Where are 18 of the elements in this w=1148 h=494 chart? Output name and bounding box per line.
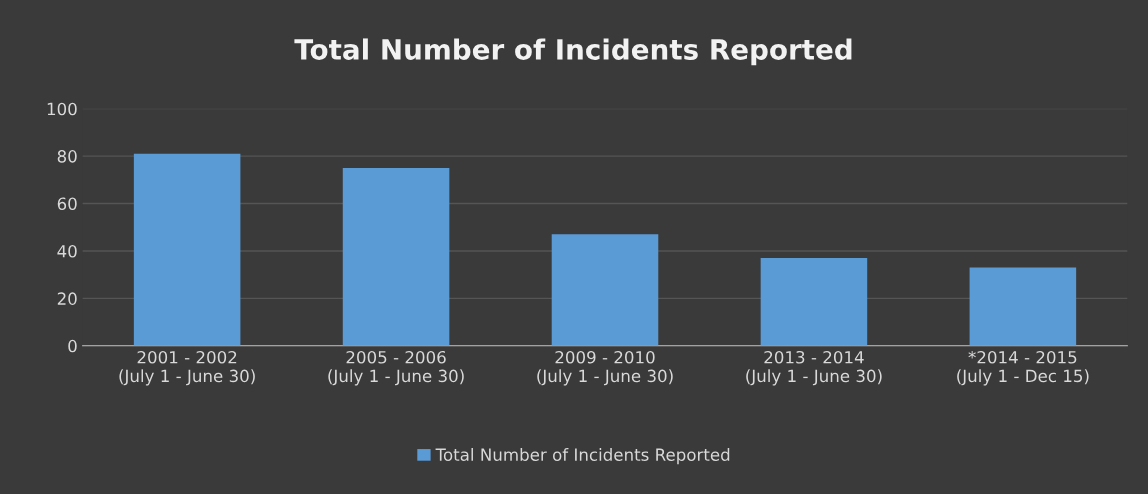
chart-title: Total Number of Incidents Reported	[294, 38, 852, 66]
x-tick-label: 2005 - 2006 (July 1 - June 30)	[328, 350, 464, 386]
x-tick-label: 2009 - 2010 (July 1 - June 30)	[537, 350, 673, 386]
bar	[969, 267, 1077, 346]
y-tick-label: 0	[68, 339, 77, 353]
y-tick-label: 100	[47, 102, 77, 116]
y-tick-label: 60	[57, 197, 77, 211]
bar	[760, 258, 868, 346]
bar	[551, 234, 659, 346]
y-tick-label: 20	[57, 292, 77, 305]
legend-label: Total Number of Incidents Reported	[435, 448, 730, 465]
y-tick-label: 80	[57, 150, 77, 163]
y-tick-label: 40	[57, 244, 77, 258]
bar	[342, 167, 450, 346]
x-tick-label: 2001 - 2002 (July 1 - June 30)	[119, 350, 255, 386]
bar	[133, 153, 241, 346]
x-tick-label: 2013 - 2014 (July 1 - June 30)	[746, 350, 882, 386]
x-tick-label: *2014 - 2015 (July 1 - Dec 15)	[957, 350, 1089, 386]
